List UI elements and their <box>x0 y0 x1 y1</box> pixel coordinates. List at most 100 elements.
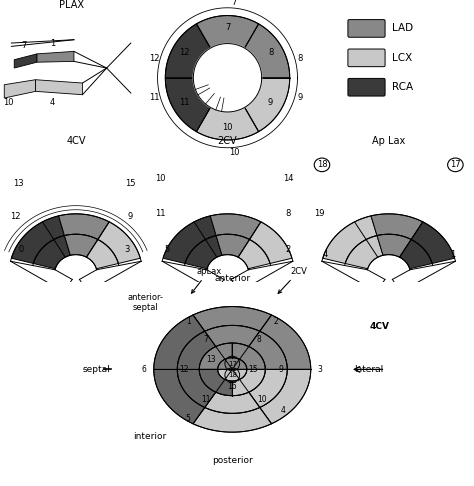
Polygon shape <box>193 44 262 112</box>
Text: 14: 14 <box>283 174 293 183</box>
Text: apLax: apLax <box>191 267 221 293</box>
Text: 2: 2 <box>285 245 291 254</box>
Polygon shape <box>11 216 64 263</box>
Text: septal: septal <box>83 369 87 370</box>
Text: LAD: LAD <box>392 23 413 34</box>
Polygon shape <box>260 315 311 369</box>
FancyBboxPatch shape <box>348 49 385 67</box>
Polygon shape <box>249 331 287 369</box>
Polygon shape <box>249 369 287 407</box>
Polygon shape <box>216 234 249 257</box>
Text: 15: 15 <box>249 365 258 374</box>
Text: 18: 18 <box>228 372 237 378</box>
Polygon shape <box>98 222 140 263</box>
Polygon shape <box>232 343 265 369</box>
Polygon shape <box>205 326 260 347</box>
Text: 9: 9 <box>268 98 273 107</box>
Polygon shape <box>377 234 411 257</box>
Text: 12: 12 <box>10 212 20 221</box>
Text: 11: 11 <box>179 98 190 107</box>
Text: lateral: lateral <box>354 365 383 374</box>
Text: 6: 6 <box>142 365 147 374</box>
Text: 18: 18 <box>317 160 327 169</box>
Text: 12: 12 <box>179 365 188 374</box>
Polygon shape <box>205 392 260 413</box>
Text: LCX: LCX <box>392 53 412 63</box>
Text: 2CV: 2CV <box>278 267 308 294</box>
Text: 11: 11 <box>150 93 160 102</box>
Polygon shape <box>210 214 261 240</box>
Text: 8: 8 <box>268 49 273 57</box>
Polygon shape <box>249 222 292 263</box>
Polygon shape <box>411 222 455 263</box>
Text: 8: 8 <box>256 335 261 344</box>
Text: 10: 10 <box>257 395 267 404</box>
Text: 16: 16 <box>228 382 237 391</box>
Polygon shape <box>36 80 82 95</box>
Text: 2: 2 <box>274 317 279 326</box>
Polygon shape <box>199 369 232 396</box>
Text: 3: 3 <box>318 365 323 374</box>
Text: 9: 9 <box>279 365 283 374</box>
Text: 8: 8 <box>298 54 303 63</box>
Polygon shape <box>260 369 311 424</box>
Polygon shape <box>165 78 210 132</box>
Polygon shape <box>154 315 205 369</box>
Text: 19: 19 <box>314 209 324 218</box>
Title: PLAX: PLAX <box>59 0 83 10</box>
Polygon shape <box>37 52 74 62</box>
Text: 9: 9 <box>128 212 133 221</box>
Polygon shape <box>245 78 290 132</box>
Text: anterior: anterior <box>214 274 250 283</box>
Polygon shape <box>323 216 377 263</box>
Polygon shape <box>400 240 432 269</box>
Text: 13: 13 <box>206 355 216 364</box>
Text: 9: 9 <box>298 93 303 102</box>
Text: 10: 10 <box>222 123 233 132</box>
Polygon shape <box>165 24 210 78</box>
Polygon shape <box>14 54 37 68</box>
Polygon shape <box>238 240 270 269</box>
FancyBboxPatch shape <box>348 19 385 37</box>
FancyBboxPatch shape <box>348 78 385 96</box>
Text: 13: 13 <box>13 179 24 189</box>
Polygon shape <box>232 369 265 396</box>
Text: 1: 1 <box>450 250 455 259</box>
Text: 12: 12 <box>150 54 160 63</box>
Text: 4: 4 <box>322 250 328 259</box>
Text: 11: 11 <box>201 395 210 404</box>
Polygon shape <box>193 407 272 432</box>
Text: 7: 7 <box>225 23 230 33</box>
Text: 10: 10 <box>3 98 13 107</box>
Text: 3: 3 <box>125 245 130 254</box>
Text: septal: septal <box>83 365 110 374</box>
Text: 5: 5 <box>164 245 170 254</box>
Text: 8: 8 <box>285 209 291 218</box>
Polygon shape <box>199 343 232 369</box>
Polygon shape <box>218 369 247 381</box>
Polygon shape <box>345 236 383 269</box>
Text: interior: interior <box>133 432 166 441</box>
Text: 7: 7 <box>21 41 27 50</box>
Text: 10: 10 <box>229 148 239 157</box>
Polygon shape <box>163 216 216 263</box>
Text: 5: 5 <box>186 414 191 422</box>
Text: 4: 4 <box>281 406 286 415</box>
Text: 7: 7 <box>203 335 208 344</box>
Text: 17: 17 <box>450 160 461 169</box>
Text: 1: 1 <box>50 39 55 49</box>
Text: 15: 15 <box>125 179 136 189</box>
Text: anterior-
septal: anterior- septal <box>128 293 164 312</box>
Text: posterior: posterior <box>212 456 253 465</box>
Polygon shape <box>193 307 272 331</box>
Text: 0: 0 <box>18 245 24 254</box>
Text: 4: 4 <box>50 98 55 107</box>
Polygon shape <box>33 236 70 269</box>
Text: 4CV: 4CV <box>370 322 390 330</box>
Text: 7: 7 <box>231 0 237 7</box>
Title: 2CV: 2CV <box>218 136 237 146</box>
Polygon shape <box>177 331 216 369</box>
Text: 17: 17 <box>228 361 237 366</box>
Polygon shape <box>64 234 98 257</box>
Polygon shape <box>218 358 247 369</box>
